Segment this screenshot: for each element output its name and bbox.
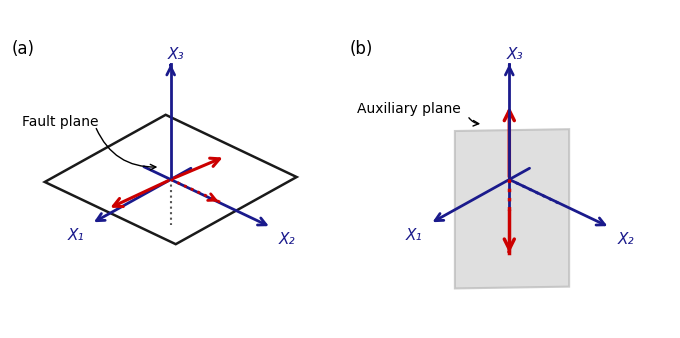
Text: X₂: X₂	[279, 232, 295, 246]
Text: (b): (b)	[350, 40, 373, 58]
Polygon shape	[455, 129, 569, 288]
Text: X₃: X₃	[168, 47, 184, 62]
Text: X₃: X₃	[506, 47, 523, 62]
Text: X₁: X₁	[67, 228, 84, 243]
Text: Fault plane: Fault plane	[22, 115, 98, 129]
Text: X₂: X₂	[617, 232, 634, 246]
Text: Auxiliary plane: Auxiliary plane	[357, 102, 461, 116]
Text: (a): (a)	[11, 40, 34, 58]
Text: X₁: X₁	[406, 228, 422, 243]
